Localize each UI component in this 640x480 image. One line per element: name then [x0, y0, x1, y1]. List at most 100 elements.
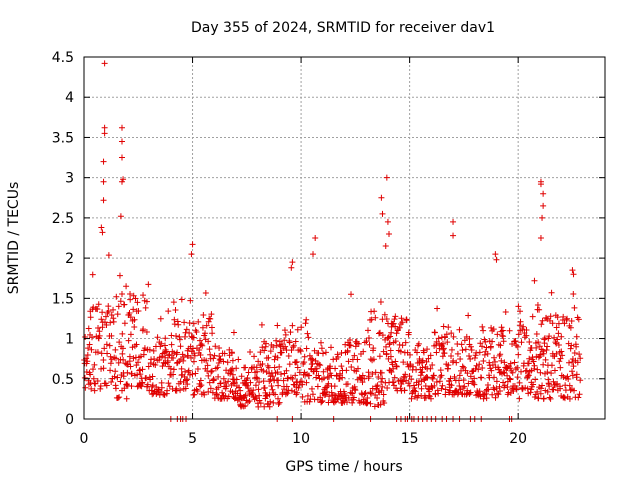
data-point: [276, 399, 283, 406]
data-point: [372, 392, 379, 399]
data-point: [81, 374, 88, 381]
data-point: [130, 306, 137, 313]
data-point: [114, 374, 121, 381]
data-point: [172, 306, 179, 313]
data-point: [302, 320, 309, 327]
data-point: [147, 376, 154, 383]
data-point: [392, 323, 399, 330]
data-point: [442, 386, 449, 393]
data-point: [123, 395, 130, 402]
data-point: [382, 243, 389, 250]
data-point: [88, 334, 95, 341]
data-point: [491, 374, 498, 381]
grid-lines: [84, 57, 605, 419]
data-point: [448, 330, 455, 337]
data-point: [297, 348, 304, 355]
data-point: [97, 385, 104, 392]
data-point: [196, 347, 203, 354]
data-point: [180, 357, 187, 364]
data-point: [189, 241, 196, 248]
data-point: [100, 197, 107, 204]
data-point: [244, 375, 251, 382]
data-point: [215, 359, 222, 366]
data-point: [249, 390, 256, 397]
data-point: [292, 359, 299, 366]
data-point: [557, 385, 564, 392]
data-point: [297, 346, 304, 353]
data-point: [105, 308, 112, 315]
data-point: [344, 380, 351, 387]
data-point: [202, 289, 209, 296]
data-point: [500, 333, 507, 340]
data-point: [383, 315, 390, 322]
data-point: [145, 363, 152, 370]
data-point: [448, 352, 455, 359]
data-point: [143, 298, 150, 305]
data-point: [512, 338, 519, 345]
data-point: [514, 364, 521, 371]
data-point: [246, 397, 253, 404]
data-point: [235, 356, 242, 363]
data-point: [425, 355, 432, 362]
data-point: [220, 358, 227, 365]
data-point: [375, 388, 382, 395]
data-point: [289, 322, 296, 329]
data-point: [533, 331, 540, 338]
data-point: [254, 368, 261, 375]
data-point: [569, 267, 576, 274]
data-point: [215, 373, 222, 380]
data-point: [387, 367, 394, 374]
data-point: [310, 251, 317, 258]
data-point: [415, 381, 422, 388]
data-point: [180, 378, 187, 385]
axis-ticks: [83, 56, 605, 420]
data-point: [124, 369, 131, 376]
data-point: [181, 319, 188, 326]
data-point: [509, 369, 516, 376]
data-point: [440, 346, 447, 353]
data-point: [548, 362, 555, 369]
data-point: [368, 316, 375, 323]
data-point: [293, 358, 300, 365]
data-point: [88, 346, 95, 353]
data-point: [411, 385, 418, 392]
data-point: [444, 339, 451, 346]
y-tick-label: 2.5: [52, 211, 74, 227]
data-point: [450, 357, 457, 364]
data-point: [546, 394, 553, 401]
data-point: [405, 380, 412, 387]
data-point: [222, 379, 229, 386]
data-point: [517, 318, 524, 325]
data-point: [268, 382, 275, 389]
data-point: [319, 397, 326, 404]
data-point: [413, 349, 420, 356]
data-point: [433, 378, 440, 385]
data-point: [208, 324, 215, 331]
data-point: [201, 391, 208, 398]
data-point: [227, 366, 234, 373]
data-point: [217, 380, 224, 387]
data-point: [434, 305, 441, 312]
data-point: [146, 346, 153, 353]
data-point: [224, 359, 231, 366]
data-point: [378, 369, 385, 376]
data-point: [537, 390, 544, 397]
data-point: [320, 368, 327, 375]
data-point: [283, 383, 290, 390]
data-point: [392, 313, 399, 320]
data-point: [379, 332, 386, 339]
data-point: [216, 344, 223, 351]
data-point: [493, 256, 500, 263]
data-point: [369, 370, 376, 377]
data-point: [373, 385, 380, 392]
data-point: [438, 385, 445, 392]
data-point: [186, 371, 193, 378]
data-point: [269, 373, 276, 380]
data-point: [141, 345, 148, 352]
data-point: [479, 343, 486, 350]
data-point: [339, 374, 346, 381]
data-point: [386, 340, 393, 347]
data-point: [361, 390, 368, 397]
data-point: [108, 378, 115, 385]
data-point: [260, 378, 267, 385]
